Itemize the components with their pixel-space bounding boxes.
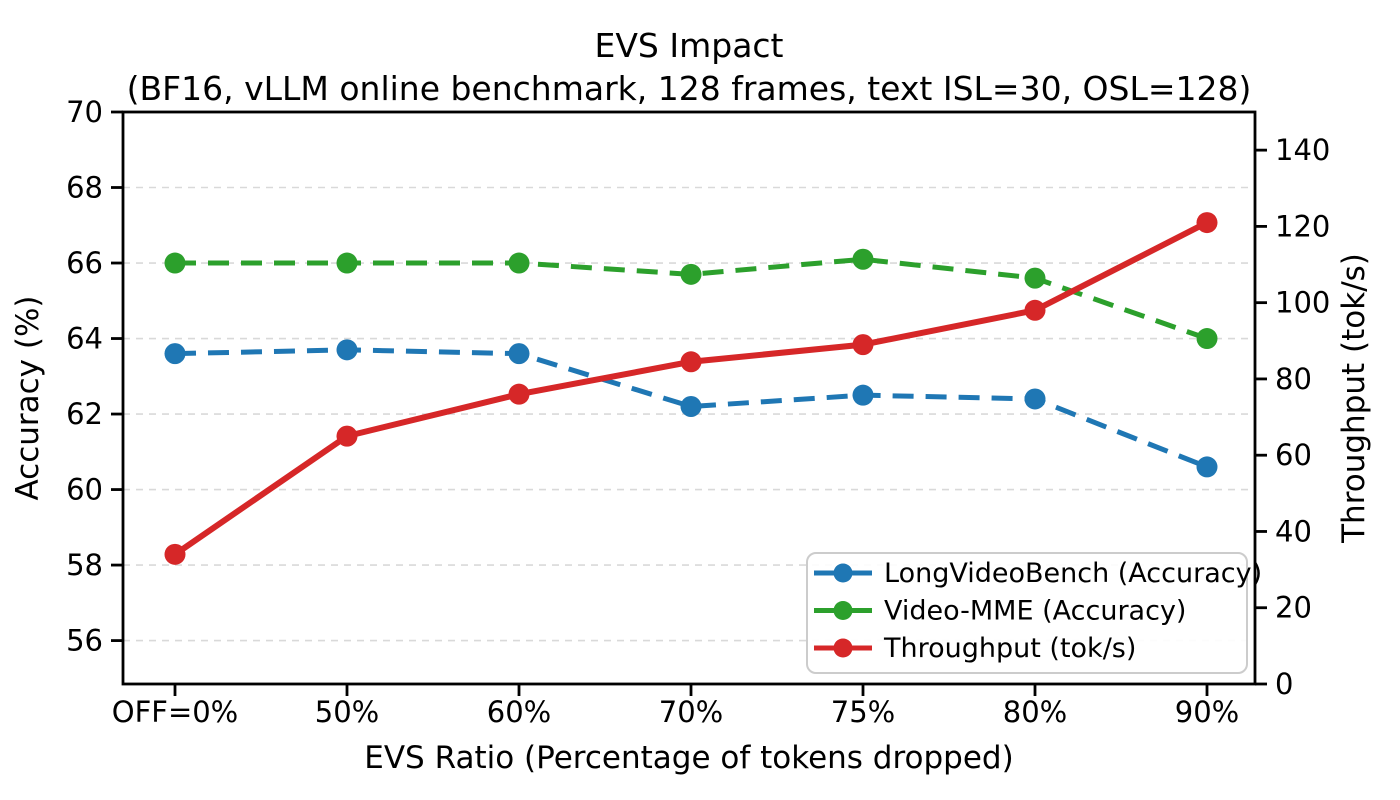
right-tick-label-0: 0 [1275, 667, 1293, 701]
data-point-0-3 [680, 395, 702, 417]
x-tick-label-1: 50% [315, 695, 379, 729]
y-axis-label-left: Accuracy (%) [10, 295, 46, 500]
chart-title: EVS Impact [595, 26, 784, 65]
left-tick-label-56: 56 [66, 624, 103, 658]
series-layer [164, 212, 1218, 565]
chart-subtitle: (BF16, vLLM online benchmark, 128 frames… [127, 69, 1252, 108]
right-tick-label-120: 120 [1275, 209, 1330, 243]
left-tick-label-62: 62 [66, 397, 103, 431]
x-tick-label-4: 75% [831, 695, 895, 729]
data-point-0-2 [508, 343, 530, 365]
data-point-1-4 [852, 248, 874, 270]
right-tick-label-100: 100 [1275, 286, 1330, 320]
data-point-2-0 [164, 543, 186, 565]
data-point-2-1 [336, 425, 358, 447]
data-point-2-5 [1024, 299, 1046, 321]
right-tick-label-140: 140 [1275, 133, 1330, 167]
data-point-1-3 [680, 263, 702, 285]
left-tick-label-68: 68 [66, 171, 103, 205]
data-point-1-1 [336, 252, 358, 274]
x-tick-label-5: 80% [1003, 695, 1067, 729]
legend-label-2: Throughput (tok/s) [883, 633, 1136, 664]
y-axis-label-right: Throughput (tok/s) [1336, 253, 1372, 544]
plot-frame [121, 110, 1257, 686]
data-point-1-6 [1196, 328, 1218, 350]
data-point-1-0 [164, 252, 186, 274]
left-tick-label-60: 60 [66, 473, 103, 507]
x-tick-label-0: OFF=0% [112, 695, 239, 729]
left-tick-label-64: 64 [66, 322, 103, 356]
data-point-0-5 [1024, 388, 1046, 410]
data-point-0-0 [164, 343, 186, 365]
data-point-0-1 [336, 339, 358, 361]
x-tick-label-6: 90% [1175, 695, 1239, 729]
left-tick-label-70: 70 [66, 95, 103, 129]
x-tick-label-3: 70% [659, 695, 723, 729]
data-point-0-6 [1196, 456, 1218, 478]
legend-marker-1 [833, 601, 853, 620]
legend-layer: LongVideoBench (Accuracy) Video-MME (Accu… [806, 552, 1262, 674]
data-point-2-6 [1196, 212, 1218, 234]
data-point-2-4 [852, 334, 874, 356]
x-tick-label-2: 60% [487, 695, 551, 729]
legend-marker-2 [833, 638, 853, 658]
legend-label-0: LongVideoBench (Accuracy) [884, 558, 1262, 589]
x-axis-label: EVS Ratio (Percentage of tokens dropped) [364, 740, 1013, 776]
data-point-1-5 [1024, 267, 1046, 289]
legend-marker-0 [833, 563, 853, 583]
legend-box [806, 552, 1248, 674]
right-tick-label-20: 20 [1275, 591, 1312, 625]
data-point-2-2 [508, 383, 530, 405]
data-point-1-2 [508, 252, 530, 274]
axes-layer: 56 58 60 62 64 66 68 70 0 20 40 60 80 100 120 140 OFF=0%… [66, 95, 1330, 729]
right-tick-label-40: 40 [1275, 514, 1312, 548]
left-tick-label-66: 66 [66, 246, 103, 280]
left-tick-label-58: 58 [66, 548, 103, 582]
data-point-0-4 [852, 384, 874, 406]
legend-label-1: Video-MME (Accuracy) [884, 596, 1186, 627]
data-point-2-3 [680, 351, 702, 373]
right-tick-label-80: 80 [1275, 362, 1312, 396]
right-tick-label-60: 60 [1275, 438, 1312, 472]
